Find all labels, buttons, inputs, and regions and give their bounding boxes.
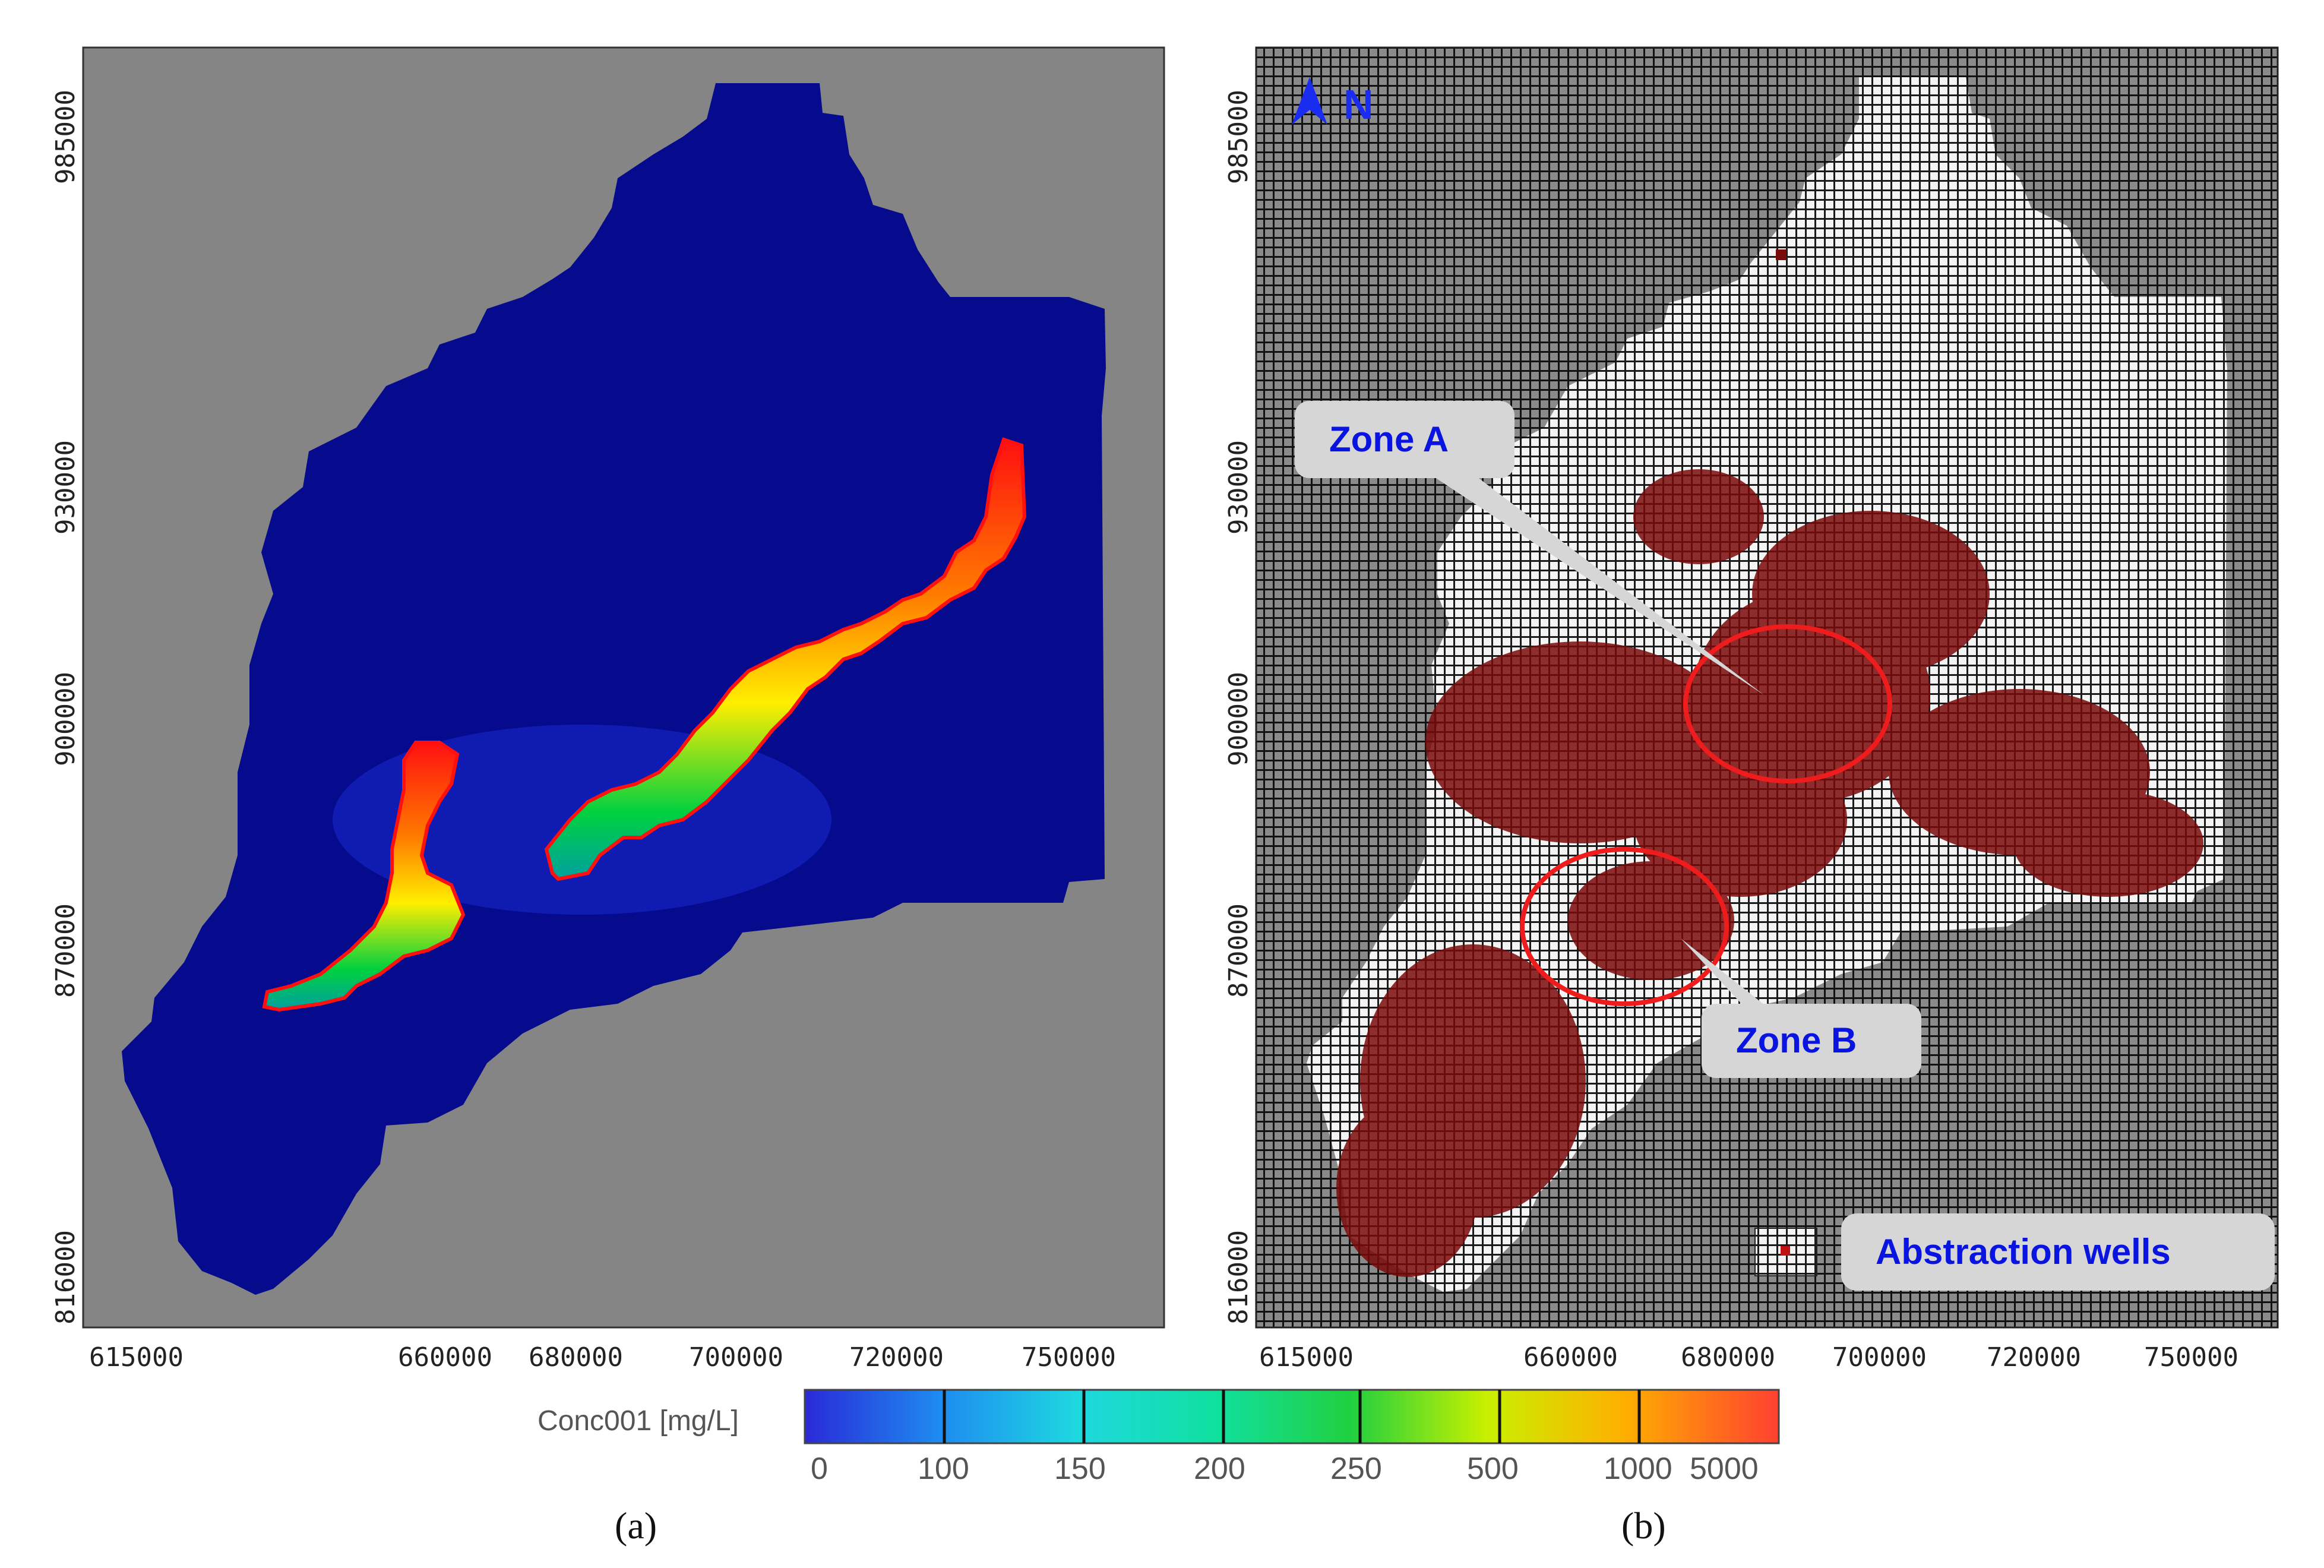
colorbar-tick: 1000 (1604, 1452, 1672, 1486)
zone-b-pointer (1681, 938, 1782, 1022)
panel-a-y-tick: 985000 (50, 90, 81, 184)
well-cluster (1633, 469, 1764, 564)
zone-b-callout (1702, 1004, 1921, 1078)
panel-b-y-tick: 900000 (1223, 672, 1254, 766)
panel-b-y-axis: 985000 930000 900000 870000 816000 (1223, 90, 1254, 1324)
north-arrow-icon (1292, 77, 1327, 125)
panel-b-label: (b) (1621, 1504, 1666, 1547)
panel-a-y-tick: 870000 (50, 903, 81, 998)
panel-a-x-tick: 720000 (849, 1342, 944, 1373)
colorbar-tick: 200 (1194, 1452, 1245, 1486)
panel-b-y-tick: 816000 (1223, 1230, 1254, 1324)
wells-legend-callout (1841, 1213, 2275, 1291)
colorbar: Conc001 [mg/L] 0 100 150 200 250 500 100… (537, 1389, 1780, 1486)
panel-b-x-tick: 750000 (2144, 1342, 2238, 1373)
zone-a-circle (1683, 624, 1892, 783)
colorbar-gradient (804, 1389, 1780, 1444)
panel-b-x-tick: 700000 (1832, 1342, 1927, 1373)
panel-b-x-tick: 615000 (1259, 1342, 1354, 1373)
colorbar-tick: 500 (1467, 1452, 1519, 1486)
colorbar-tick: 100 (918, 1452, 969, 1486)
panel-b-x-tick: 720000 (1987, 1342, 2081, 1373)
panel-b-x-axis: 615000 660000 680000 700000 720000 75000… (1259, 1342, 2238, 1373)
panel-b-x-tick: 660000 (1523, 1342, 1618, 1373)
panel-a-plume-main (544, 437, 1027, 881)
panel-a-plume-sw (262, 741, 466, 1012)
well-cluster (2013, 790, 2203, 897)
zone-a-label: Zone A (1329, 419, 1449, 459)
panel-a-x-tick: 680000 (529, 1342, 623, 1373)
panel-a-x-tick: 660000 (398, 1342, 492, 1373)
panel-a-model-domain (122, 83, 1106, 1295)
panel-a-x-tick: 700000 (689, 1342, 783, 1373)
panel-a-y-tick: 816000 (50, 1230, 81, 1324)
colorbar-title: Conc001 [mg/L] (537, 1405, 739, 1437)
wells-legend: Abstraction wells (1754, 1213, 2275, 1291)
panel-b: N Zone A Zone B Abstraction wells 615000… (1223, 46, 2279, 1547)
colorbar-tick: 0 (811, 1452, 828, 1486)
panel-a-x-axis: 615000 660000 680000 700000 720000 75000… (89, 1342, 1116, 1373)
zone-a-callout (1295, 401, 1514, 478)
panel-a-y-tick: 930000 (50, 440, 81, 535)
colorbar-tick: 150 (1054, 1452, 1106, 1486)
well-marker (1776, 249, 1787, 260)
colorbar-tick: 5000 (1690, 1452, 1759, 1486)
zone-b-label: Zone B (1736, 1020, 1857, 1060)
zone-a-pointer (1422, 469, 1764, 695)
panel-a-x-tick: 615000 (89, 1342, 184, 1373)
zone-b-circle (1520, 847, 1729, 1006)
north-label: N (1343, 81, 1374, 128)
north-arrow: N (1292, 77, 1374, 128)
wells-legend-label: Abstraction wells (1876, 1232, 2171, 1272)
well-cluster (1752, 511, 1990, 677)
panel-a-y-axis: 985000 930000 900000 870000 816000 (50, 90, 81, 1324)
panel-a-label: (a) (615, 1504, 657, 1547)
colorbar-tick: 250 (1330, 1452, 1382, 1486)
colorbar-dividers (943, 1390, 1641, 1443)
panel-a-x-tick: 750000 (1022, 1342, 1116, 1373)
panel-a: 615000 660000 680000 700000 720000 75000… (50, 46, 1165, 1547)
panel-b-x-tick: 680000 (1681, 1342, 1775, 1373)
wells-legend-dot (1781, 1246, 1790, 1256)
panel-b-y-tick: 930000 (1223, 440, 1254, 535)
panel-a-y-tick: 900000 (50, 672, 81, 766)
panel-b-y-tick: 985000 (1223, 90, 1254, 184)
well-cluster (1336, 1099, 1479, 1277)
panel-b-y-tick: 870000 (1223, 903, 1254, 998)
